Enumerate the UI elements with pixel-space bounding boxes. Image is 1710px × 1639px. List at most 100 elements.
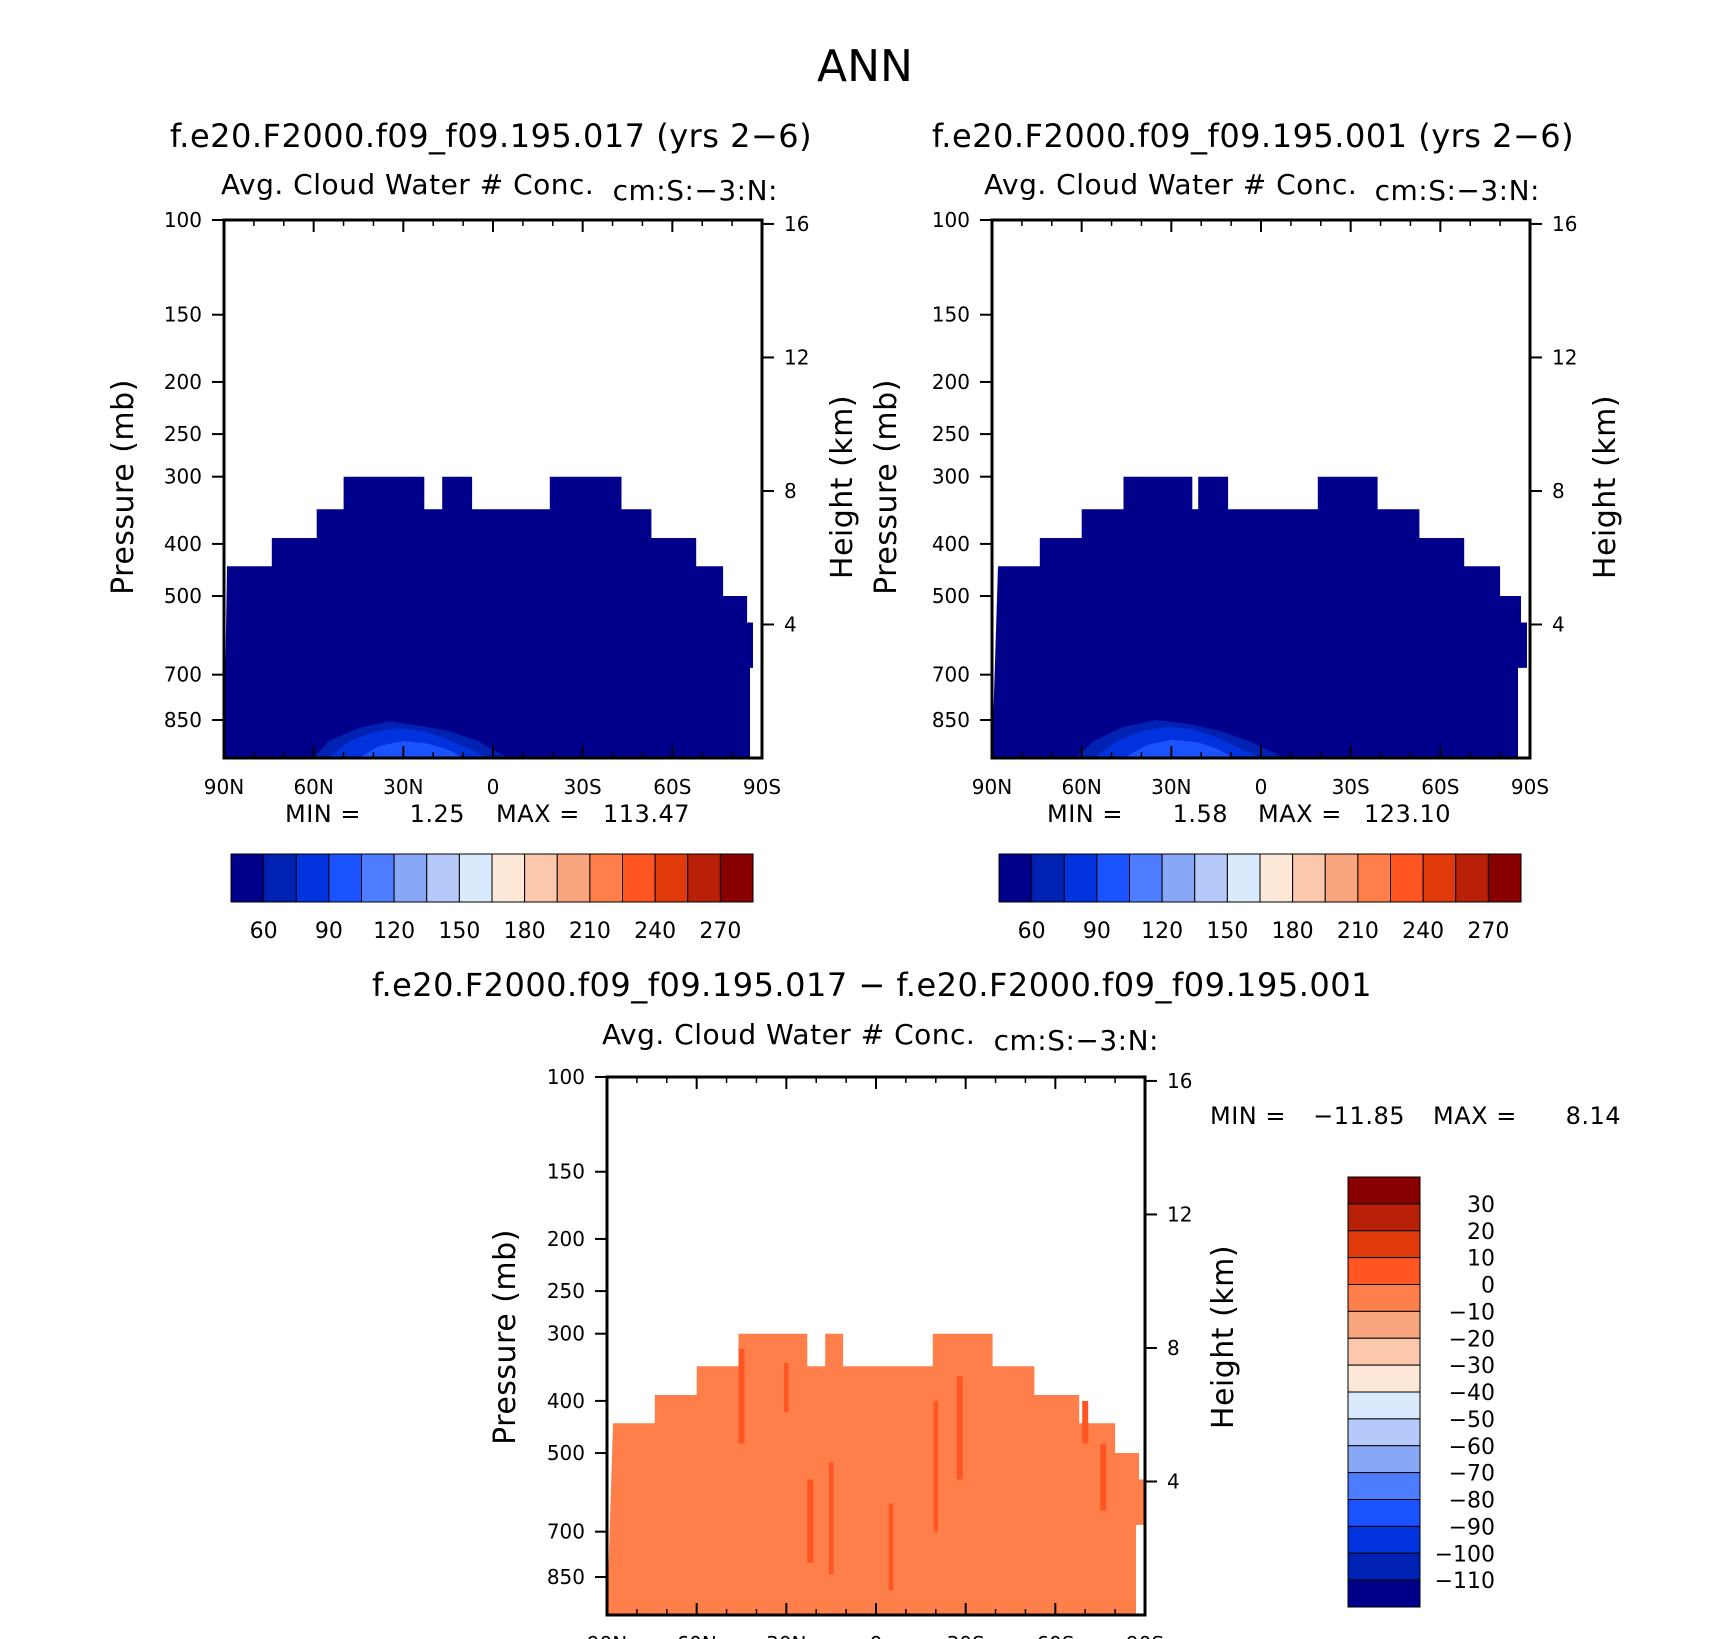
diff-streak-4 — [829, 1462, 834, 1574]
y-right-tick-label: 4 — [1167, 1469, 1180, 1493]
diff-streak-8 — [1082, 1401, 1088, 1444]
x-tick-label: 60S — [653, 775, 691, 799]
panel-1-max-label: MAX = — [496, 800, 580, 828]
colorbar-bin — [1358, 854, 1391, 902]
x-tick-label: 60N — [1061, 775, 1101, 799]
colorbar-bin — [1130, 854, 1163, 902]
colorbar-tick-label: 30 — [1467, 1193, 1495, 1218]
colorbar-bin — [394, 854, 427, 902]
panel-2-subtitle-left: Avg. Cloud Water # Conc. — [984, 168, 1357, 201]
colorbar-tick-label: 150 — [1206, 919, 1248, 944]
y-tick-label: 500 — [164, 584, 202, 608]
panel-1-colorbar: 60 90 120 150 180 210 240 270 — [231, 854, 753, 944]
panel-1-subtitle-left: Avg. Cloud Water # Conc. — [221, 168, 594, 201]
panel-1-max-value: 113.47 — [603, 800, 690, 828]
colorbar-bin — [999, 854, 1032, 902]
y-tick-label: 300 — [547, 1322, 585, 1346]
x-tick-label: 30N — [383, 775, 423, 799]
y-tick-label: 250 — [932, 422, 970, 446]
diff-panel-colorbar: 3020100−10−20−30−40−50−60−70−80−90−100−1… — [1348, 1177, 1495, 1607]
panel-1-minmax: MIN = 1.25 MAX = 113.47 — [285, 800, 690, 828]
colorbar-bin — [1348, 1500, 1420, 1527]
diff-panel-plot: 90N 60N 30N 0 30S 60S 90S 100 150 200 250 300 400 500… — [547, 1065, 1193, 1639]
x-tick-label: 60N — [293, 775, 333, 799]
colorbar-bin — [329, 854, 362, 902]
diff-streak-6 — [934, 1401, 939, 1532]
colorbar-tick-label: −110 — [1435, 1569, 1495, 1594]
panel-2-max-label: MAX = — [1258, 800, 1342, 828]
colorbar-tick-label: 180 — [504, 919, 546, 944]
colorbar-tick-label: 0 — [1481, 1274, 1495, 1299]
diff-panel: f.e20.F2000.f09_f09.195.017 − f.e20.F200… — [372, 966, 1621, 1639]
colorbar-bin — [1097, 854, 1130, 902]
x-tick-label: 90N — [972, 775, 1012, 799]
y-tick-label: 300 — [932, 465, 970, 489]
colorbar-bin — [1032, 854, 1065, 902]
x-tick-label: 60N — [676, 1632, 716, 1639]
x-tick-label: 30N — [1151, 775, 1191, 799]
colorbar-bin — [1348, 1473, 1420, 1500]
colorbar-tick-label: 240 — [634, 919, 676, 944]
y-tick-label: 150 — [164, 303, 202, 327]
panel-1: f.e20.F2000.f09_f09.195.017 (yrs 2−6) Av… — [106, 117, 860, 944]
colorbar-tick-label: −50 — [1449, 1408, 1495, 1433]
panel-2-title: f.e20.F2000.f09_f09.195.001 (yrs 2−6) — [932, 117, 1574, 155]
y-tick-label: 100 — [164, 208, 202, 232]
panel-1-min-label: MIN = — [285, 800, 361, 828]
figure-title: ANN — [817, 41, 913, 92]
diff-panel-title: f.e20.F2000.f09_f09.195.017 − f.e20.F200… — [372, 966, 1372, 1004]
x-tick-label: 90N — [204, 775, 244, 799]
y-tick-label: 500 — [932, 584, 970, 608]
colorbar-bin — [492, 854, 525, 902]
colorbar-bin — [1227, 854, 1260, 902]
colorbar-bin — [459, 854, 492, 902]
panel-1-plot: 90N 60N 30N 0 30S 60S 90S 100 150 200 250 300 400 500… — [164, 208, 810, 799]
colorbar-bin — [296, 854, 329, 902]
y-right-tick-label: 8 — [1167, 1336, 1180, 1360]
colorbar-bin — [1325, 854, 1358, 902]
panel-2-subtitle-right: cm:S:−3:N: — [1375, 174, 1540, 207]
colorbar-bin — [525, 854, 558, 902]
colorbar-bin — [1348, 1285, 1420, 1312]
colorbar-tick-label: −10 — [1449, 1300, 1495, 1325]
colorbar-tick-label: 210 — [569, 919, 611, 944]
colorbar-bin — [1391, 854, 1424, 902]
colorbar-bin — [623, 854, 656, 902]
y-right-tick-label: 4 — [1552, 612, 1565, 636]
diff-panel-subtitle-right: cm:S:−3:N: — [994, 1024, 1159, 1057]
y-tick-label: 700 — [164, 663, 202, 687]
x-tick-label: 90S — [1511, 775, 1549, 799]
colorbar-bin — [1348, 1365, 1420, 1392]
colorbar-tick-label: −90 — [1449, 1515, 1495, 1540]
colorbar-bin — [1488, 854, 1521, 902]
diff-field — [607, 1334, 1145, 1615]
colorbar-bin — [231, 854, 264, 902]
y-tick-label: 700 — [932, 663, 970, 687]
diff-streak-5 — [889, 1503, 894, 1590]
diff-panel-subtitle-left: Avg. Cloud Water # Conc. — [602, 1018, 975, 1051]
y-right-tick-label: 16 — [1552, 212, 1577, 236]
y-tick-label: 200 — [164, 370, 202, 394]
colorbar-tick-label: 10 — [1467, 1247, 1495, 1272]
x-tick-label: 90S — [743, 775, 781, 799]
colorbar-bin — [1348, 1204, 1420, 1231]
colorbar-bin — [1348, 1580, 1420, 1607]
diff-streak-1 — [739, 1349, 745, 1444]
colorbar-tick-label: −20 — [1449, 1327, 1495, 1352]
x-tick-label: 0 — [487, 775, 500, 799]
y-tick-label: 850 — [164, 708, 202, 732]
colorbar-bin — [590, 854, 623, 902]
x-tick-label: 90S — [1126, 1632, 1164, 1639]
colorbar-bin — [1162, 854, 1195, 902]
colorbar-bin — [264, 854, 297, 902]
diff-panel-max-value: 8.14 — [1566, 1102, 1621, 1130]
colorbar-bin — [688, 854, 721, 902]
colorbar-bin — [1348, 1526, 1420, 1553]
y-right-tick-label: 16 — [1167, 1069, 1192, 1093]
y-tick-label: 300 — [164, 465, 202, 489]
y-right-tick-label: 12 — [1552, 345, 1577, 369]
y-tick-label: 200 — [932, 370, 970, 394]
panel-2-ylabel-right: Height (km) — [1588, 395, 1623, 579]
y-right-tick-label: 12 — [1167, 1202, 1192, 1226]
colorbar-bin — [1423, 854, 1456, 902]
